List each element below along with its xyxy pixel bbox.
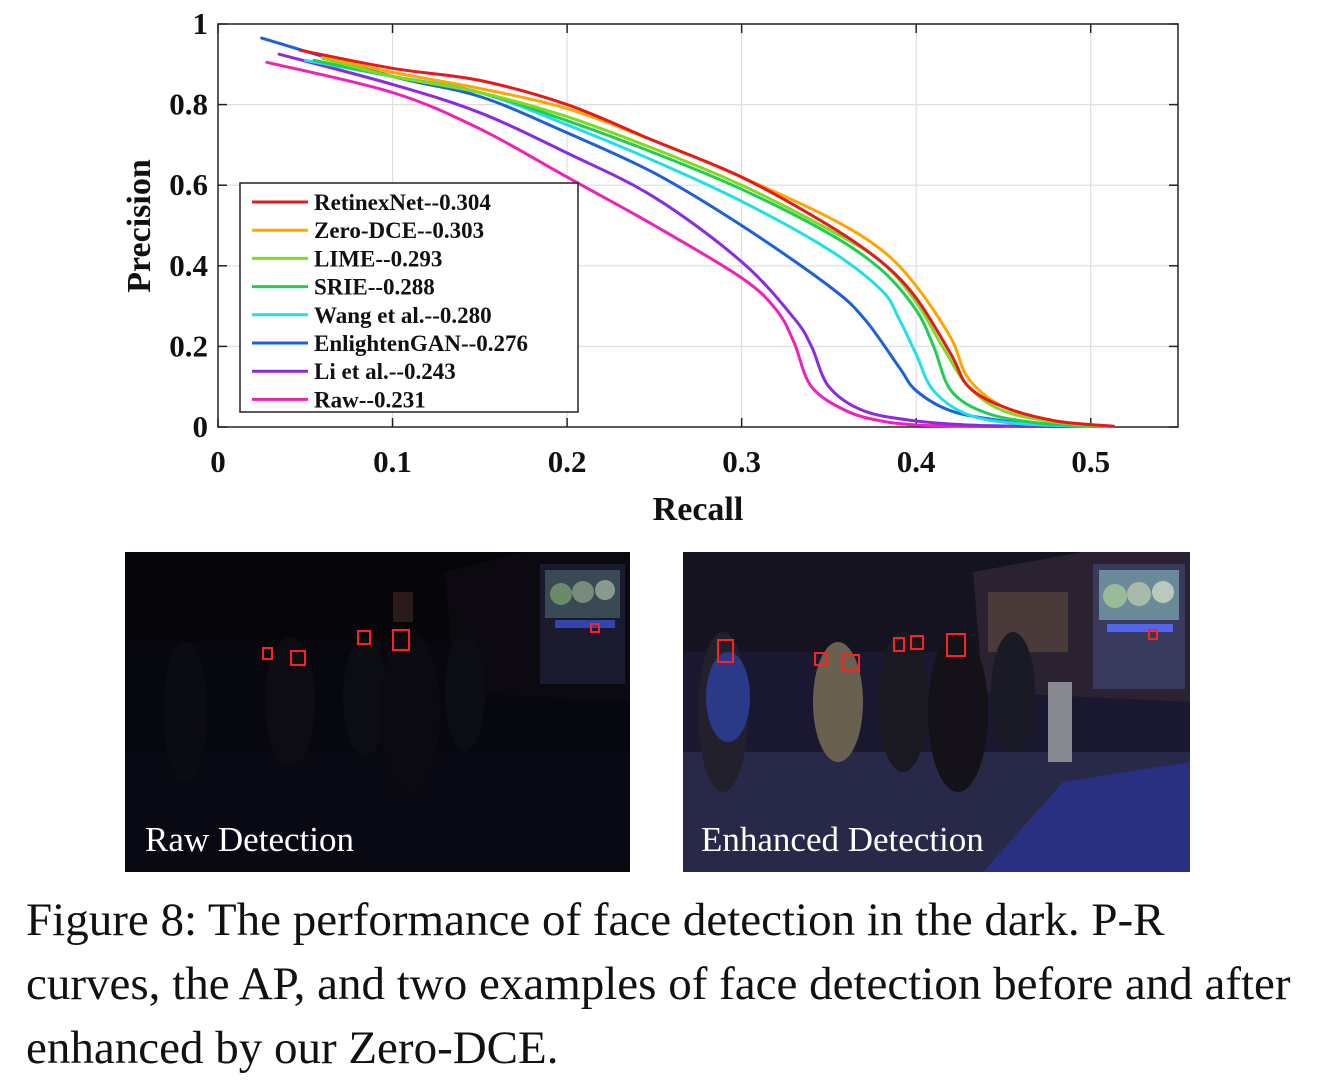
series-lines [260, 36, 1115, 429]
y-tick-label: 0 [193, 409, 209, 444]
legend: RetinexNet--0.304 Zero-DCE--0.303 LIME--0.… [239, 182, 579, 413]
x-tick-label: 0 [210, 444, 226, 479]
legend-label-srie: SRIE--0.288 [314, 275, 435, 300]
legend-label-li-et-al: Li et al.--0.243 [314, 359, 456, 384]
series-line-retinexnet [298, 48, 1115, 428]
y-tick-label: 0.2 [169, 328, 208, 363]
x-tick-label: 0.1 [373, 444, 412, 479]
y-tick-label: 0.4 [169, 248, 208, 283]
y-tick-label: 0.8 [169, 87, 208, 122]
tick-labels: 0 0.1 0.2 0.3 0.4 0.5 0 0.2 0.4 0.6 0.8 1 [169, 6, 1110, 479]
enhanced-detection-label: Enhanced Detection [701, 820, 984, 859]
series-line-raw [265, 60, 1005, 429]
pr-curve-chart: 0 0.1 0.2 0.3 0.4 0.5 0 0.2 0.4 0.6 0.8 1 Recall Pr… [121, 6, 1179, 528]
x-tick-label: 0.3 [722, 444, 761, 479]
x-tick-label: 0.2 [548, 444, 587, 479]
x-tick-label: 0.4 [897, 444, 936, 479]
raw-detection-photo: Raw Detection [125, 552, 630, 872]
series-line-lime [321, 56, 1107, 428]
series-line-li-et-al [277, 52, 1058, 429]
enhanced-scene-image [683, 552, 1190, 872]
legend-label-raw: Raw--0.231 [314, 387, 426, 412]
x-axis-label: Recall [653, 491, 744, 528]
legend-label-enlightengan: EnlightenGAN--0.276 [314, 331, 528, 356]
legend-label-wang-et-al: Wang et al.--0.280 [314, 303, 492, 328]
raw-scene-image [125, 552, 630, 872]
x-tick-label: 0.5 [1071, 444, 1110, 479]
legend-box [239, 182, 579, 413]
y-axis-label: Precision [121, 159, 158, 293]
enhanced-detection-photo: Enhanced Detection [683, 552, 1190, 872]
legend-label-lime: LIME--0.293 [314, 246, 442, 271]
legend-label-retinexnet: RetinexNet--0.304 [314, 190, 491, 215]
legend-label-zero-dce: Zero-DCE--0.303 [314, 218, 484, 243]
figure-caption: Figure 8: The performance of face detect… [26, 894, 1291, 1074]
raw-detection-label: Raw Detection [145, 820, 354, 859]
series-line-zero-dce [321, 54, 1110, 428]
y-tick-label: 0.6 [169, 167, 208, 202]
y-tick-label: 1 [193, 6, 209, 41]
